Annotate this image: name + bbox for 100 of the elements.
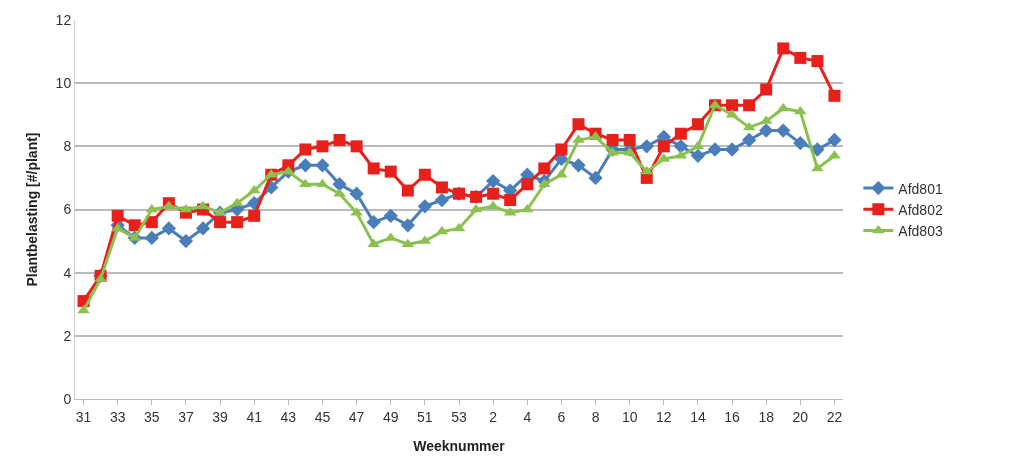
point (572, 118, 585, 131)
y-tick-label: 4 (63, 264, 72, 281)
point (726, 99, 739, 112)
y-tick-label: 6 (63, 201, 72, 218)
point (332, 177, 347, 192)
point (418, 168, 431, 181)
legend-label: Afd803 (898, 222, 943, 239)
point (298, 158, 313, 173)
point (435, 181, 448, 194)
point (657, 140, 670, 153)
point (759, 123, 774, 138)
point (195, 221, 211, 236)
x-tick-label: 8 (591, 408, 600, 425)
point (673, 139, 689, 154)
point (486, 200, 500, 210)
y-tick-label: 12 (55, 11, 72, 28)
x-axis-title: Weeknummer (413, 438, 506, 454)
point (128, 219, 141, 232)
point (691, 140, 705, 150)
point (811, 162, 824, 172)
x-tick-label: 4 (523, 408, 532, 425)
point (793, 136, 808, 151)
legend-label: Afd802 (898, 201, 943, 218)
x-tick-label: 12 (656, 408, 672, 425)
point (417, 199, 433, 214)
point (350, 140, 363, 153)
y-tick-label: 10 (55, 75, 72, 92)
point (161, 221, 177, 236)
x-tick-label: 39 (212, 408, 229, 425)
point (111, 209, 124, 222)
point (724, 142, 740, 157)
point (485, 173, 501, 189)
x-tick-label: 20 (792, 408, 809, 425)
point (111, 222, 125, 232)
point (248, 209, 261, 222)
x-tick-label: 51 (417, 408, 433, 425)
point (690, 148, 706, 163)
x-tick-label: 41 (246, 408, 263, 425)
x-tick-label: 14 (690, 408, 706, 425)
point (349, 186, 364, 201)
x-tick-label: 10 (621, 408, 638, 425)
y-tick-label: 8 (63, 138, 72, 155)
point (231, 216, 244, 229)
x-tick-label: 2 (489, 408, 498, 425)
y-tick-label: 2 (63, 327, 72, 344)
point (588, 170, 603, 186)
y-axis-title: Plantbelasting [#/plant] (24, 132, 40, 287)
legend-label: Afd801 (898, 180, 943, 197)
x-tick-label: 18 (758, 408, 775, 425)
x-tick-label: 53 (451, 408, 467, 425)
point (504, 194, 517, 207)
point (571, 158, 586, 173)
point (776, 102, 790, 112)
x-tick-label: 49 (382, 408, 399, 425)
point (315, 158, 330, 173)
point (367, 162, 380, 175)
point (555, 143, 568, 156)
point (434, 192, 450, 208)
point (743, 99, 756, 112)
point (639, 139, 654, 154)
y-tick-label: 0 (63, 390, 72, 407)
x-tick-label: 16 (724, 408, 741, 425)
point (333, 134, 346, 147)
point (606, 134, 619, 147)
point (384, 165, 397, 178)
x-tick-label: 47 (348, 408, 365, 425)
point (521, 178, 534, 191)
point (196, 200, 210, 210)
x-tick-label: 43 (280, 408, 297, 425)
point (742, 121, 756, 131)
point (400, 218, 415, 233)
point (383, 208, 398, 223)
x-tick-label: 33 (109, 408, 126, 425)
x-tick-label: 22 (826, 408, 843, 425)
point (316, 140, 329, 153)
point (538, 162, 551, 175)
point (777, 42, 790, 55)
point (214, 216, 227, 229)
point (366, 214, 381, 230)
point (623, 134, 636, 147)
x-tick-label: 37 (178, 408, 194, 425)
x-tick-label: 45 (314, 408, 331, 425)
point (760, 83, 773, 96)
point (741, 132, 757, 148)
point (299, 143, 312, 156)
x-tick-label: 31 (75, 408, 92, 425)
point (487, 187, 500, 200)
point (145, 216, 158, 229)
point (144, 230, 159, 246)
point (452, 222, 466, 232)
x-tick-label: 35 (144, 408, 160, 425)
point (811, 55, 824, 68)
point (401, 184, 414, 197)
point (691, 118, 704, 131)
point (674, 127, 687, 140)
point (707, 142, 723, 157)
point (828, 89, 841, 102)
x-tick-label: 6 (557, 408, 566, 425)
point (827, 132, 842, 148)
point (776, 123, 791, 138)
